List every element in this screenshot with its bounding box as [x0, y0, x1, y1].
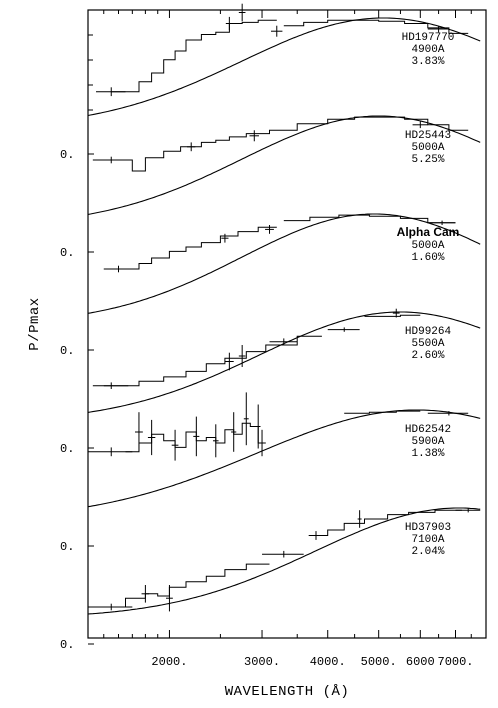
- error-bar: [212, 424, 219, 458]
- error-bar: [357, 510, 362, 528]
- error-bar: [412, 121, 428, 129]
- error-bar: [193, 416, 200, 457]
- error-bar: [259, 429, 265, 457]
- x-tick-label: 2000.: [151, 655, 187, 669]
- x-axis-ticks: 2000. 3000. 4000. 5000. 6000 7000.: [103, 10, 474, 669]
- series-name-label: HD99264: [405, 326, 452, 338]
- error-bar: [221, 233, 229, 243]
- pmax-label: 5.25%: [411, 154, 444, 166]
- series-alpha-cam: [87, 213, 481, 314]
- error-bar: [92, 382, 129, 389]
- y-tick-label: 0.: [60, 246, 74, 260]
- error-bar: [88, 447, 133, 457]
- series-hd25443: [87, 115, 481, 215]
- error-bar: [147, 419, 156, 456]
- series-hd99264: [87, 308, 481, 413]
- error-bar: [187, 142, 196, 152]
- series-hd37903: [87, 507, 481, 615]
- error-bar: [427, 411, 469, 416]
- error-bar: [392, 308, 400, 318]
- error-bar: [255, 404, 261, 449]
- series-group: [87, 3, 481, 615]
- pmax-label: 1.38%: [411, 448, 444, 460]
- error-bar: [249, 130, 259, 142]
- data-steps: [125, 410, 421, 453]
- series-hd62542: [87, 392, 481, 508]
- lambda-max-label: 5000A: [411, 240, 444, 252]
- pmax-label: 1.60%: [411, 252, 444, 264]
- error-bar: [171, 429, 179, 461]
- error-bar: [270, 25, 283, 37]
- fit-curve: [87, 213, 481, 314]
- error-bar: [141, 585, 150, 603]
- error-bar: [243, 392, 249, 446]
- lambda-max-label: 5900A: [411, 436, 444, 448]
- y-tick-label: 0.: [60, 638, 74, 652]
- error-bar: [135, 412, 143, 452]
- series-name-label: HD197770: [402, 32, 455, 44]
- panel-labels: HD1977704900A3.83%HD254435000A5.25%Alpha…: [397, 32, 460, 558]
- plot-border: [87, 9, 487, 639]
- error-bar: [269, 338, 298, 345]
- y-tick-label: 0.: [60, 344, 74, 358]
- x-tick-label: 5000.: [361, 655, 397, 669]
- pmax-label: 3.83%: [411, 56, 444, 68]
- x-tick-label: 4000.: [310, 655, 346, 669]
- data-steps: [111, 19, 469, 93]
- y-tick-label: 0.: [60, 442, 74, 456]
- x-tick-label: 7000.: [438, 655, 474, 669]
- data-steps: [103, 509, 462, 608]
- fit-curve: [87, 507, 481, 615]
- series-name-label: Alpha Cam: [397, 225, 460, 239]
- error-bar: [238, 345, 246, 367]
- error-bar: [224, 352, 234, 371]
- lambda-max-label: 5000A: [411, 142, 444, 154]
- pmax-label: 2.60%: [411, 350, 444, 362]
- pmax-label: 2.04%: [411, 546, 444, 558]
- x-tick-label: 3000.: [244, 655, 280, 669]
- error-bar: [308, 531, 324, 540]
- data-steps: [111, 214, 456, 270]
- error-bar: [427, 220, 456, 225]
- lambda-max-label: 5500A: [411, 338, 444, 350]
- error-bar: [265, 225, 274, 234]
- error-bar: [238, 3, 246, 22]
- y-axis-title: P/Pmax: [27, 297, 43, 350]
- data-steps: [103, 314, 421, 387]
- plot-frame: [87, 9, 487, 639]
- y-tick-label: 0.: [60, 540, 74, 554]
- x-tick-label: 6000: [406, 655, 435, 669]
- series-name-label: HD25443: [405, 130, 451, 142]
- error-bar: [92, 156, 129, 164]
- fit-curve: [87, 17, 481, 117]
- error-bar: [455, 508, 481, 513]
- error-bar: [327, 327, 360, 332]
- error-bar: [165, 585, 173, 612]
- data-steps: [103, 116, 469, 172]
- x-axis-title: WAVELENGTH (Å): [225, 683, 350, 700]
- error-bar: [225, 16, 233, 31]
- error-bar: [231, 412, 237, 452]
- error-bar: [96, 87, 126, 97]
- series-name-label: HD37903: [405, 522, 451, 534]
- lambda-max-label: 4900A: [411, 44, 444, 56]
- error-bar: [88, 603, 133, 611]
- series-name-label: HD62542: [405, 424, 451, 436]
- series-hd197770: [87, 3, 481, 117]
- y-tick-label: 0.: [60, 148, 74, 162]
- error-bar: [262, 550, 304, 558]
- y-axis-ticks: 0. 0. 0. 0. 0. 0.: [60, 34, 94, 652]
- error-bar: [427, 25, 449, 33]
- error-bar: [103, 265, 133, 273]
- lambda-max-label: 7100A: [411, 534, 444, 546]
- fit-curve: [87, 409, 481, 508]
